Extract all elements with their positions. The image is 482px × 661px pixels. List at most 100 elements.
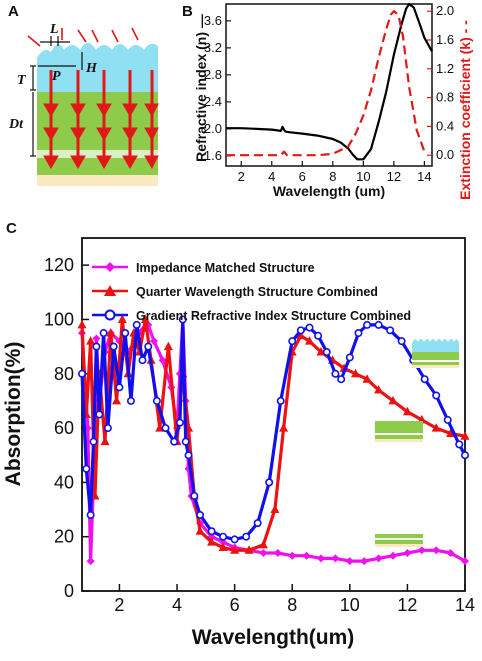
plot-b-ytick-right-label: 1.6 [436, 32, 454, 47]
data-point [230, 535, 239, 544]
plot-b-ytick-right-label: 0.4 [436, 118, 454, 133]
legend-marker-gradient [104, 309, 116, 321]
data-point [244, 545, 254, 554]
light-ray [131, 27, 139, 41]
plot-b-ytick-label: 1.6 [204, 148, 222, 163]
plot-b-ticks: 2 4 6 8 10 12 14 1.6 2.0 2.4 2.8 3.2 3.6 0.0 0.4 0.8 1.2… [204, 3, 454, 184]
data-point [363, 320, 372, 329]
panel-b-label: B [182, 3, 193, 20]
plot-b-frame [225, 3, 433, 167]
data-point [149, 337, 158, 346]
data-point [86, 510, 95, 519]
data-point [345, 353, 354, 362]
data-point [420, 375, 429, 384]
arrow-head [96, 127, 112, 141]
data-point [279, 423, 289, 432]
data-point [337, 375, 346, 384]
plot-c-ticks: 2 4 6 8 10 12 14 0 20 40 60 80 100 120 [44, 255, 475, 615]
panel-a: A [8, 3, 159, 186]
data-point [351, 368, 361, 378]
light-ray [91, 29, 99, 43]
data-point [158, 356, 167, 365]
plot-b-xtick-label: 14 [417, 169, 431, 184]
data-point [276, 396, 285, 405]
icon-green-layer [375, 540, 423, 544]
icon-substrate [375, 439, 423, 442]
data-point [460, 451, 469, 460]
data-point [86, 336, 96, 345]
data-point [115, 383, 124, 392]
icon-spacer [412, 360, 459, 362]
light-ray [111, 29, 119, 43]
data-point [259, 548, 268, 557]
icon-cyan-layer [412, 339, 459, 352]
plot-b-xtick-label: 2 [238, 169, 245, 184]
data-point [302, 551, 311, 560]
data-point [195, 526, 205, 535]
plot-c-xtick-label: 14 [455, 595, 475, 615]
plot-b-ytick-right-label: 2.0 [436, 3, 454, 18]
data-point [389, 551, 398, 560]
plot-b-xtick-label: 6 [299, 169, 306, 184]
data-point [144, 342, 153, 351]
data-point [331, 554, 340, 563]
data-point [95, 410, 104, 419]
plot-b-ylabel-left: Refractive index (n) — [193, 14, 209, 162]
substrate-layer [37, 174, 158, 186]
plot-b-ytick-right-label: 0.0 [436, 147, 454, 162]
data-point [184, 451, 193, 460]
data-point [417, 546, 426, 555]
oblique-light-arrows [27, 27, 139, 47]
plot-b-ytick-right-label: 1.2 [436, 61, 454, 76]
gradient-index-line-group [78, 315, 469, 544]
structure-icon-impedance [375, 534, 423, 547]
data-point [196, 510, 205, 519]
plot-b-ytick-label: 2.8 [204, 67, 222, 82]
icon-green-layer [412, 352, 459, 360]
data-point [374, 320, 383, 329]
label-pitch-P: P [52, 69, 61, 84]
data-point [314, 331, 323, 340]
plot-b-xtick-label: 12 [387, 169, 401, 184]
plot-c-ytick-label: 40 [54, 472, 74, 492]
data-point [460, 431, 470, 440]
data-point [360, 557, 369, 566]
data-point [242, 532, 251, 541]
data-point [258, 539, 268, 549]
data-point [99, 329, 108, 338]
plot-c-ytick-label: 120 [44, 255, 74, 275]
data-point [288, 551, 297, 560]
plot-b-ytick-right-label: 0.8 [436, 90, 454, 105]
data-point [354, 329, 363, 338]
plot-c-xtick-label: 4 [172, 595, 182, 615]
arrow-head [144, 127, 159, 142]
legend-marker-impedance [105, 262, 115, 272]
plot-c-legend: Impedance Matched Structure Quarter Wave… [92, 261, 411, 323]
icon-substrate [412, 365, 459, 368]
data-point [397, 337, 406, 346]
dimension-marks [30, 36, 83, 157]
data-point [89, 437, 98, 446]
data-point [296, 330, 306, 340]
data-point [190, 491, 199, 500]
arrow-head [43, 103, 59, 117]
data-point [218, 542, 228, 552]
data-point [270, 504, 280, 514]
icon-green-layer [375, 534, 423, 538]
data-point [432, 546, 441, 555]
icon-green-layer [412, 362, 459, 365]
data-point [138, 356, 147, 365]
plot-c-xtick-label: 10 [340, 595, 360, 615]
data-point [230, 545, 240, 554]
gradient-index-layer [37, 43, 158, 92]
data-point [103, 424, 112, 433]
data-point [132, 320, 141, 329]
data-point [152, 396, 161, 405]
extinction-coefficient-line [226, 10, 426, 157]
data-point [432, 391, 441, 400]
plot-c-ytick-label: 20 [54, 527, 74, 547]
data-point [455, 440, 464, 449]
legend-label-quarter: Quarter Wavelength Structure Combined [136, 285, 378, 299]
data-point [109, 342, 118, 351]
